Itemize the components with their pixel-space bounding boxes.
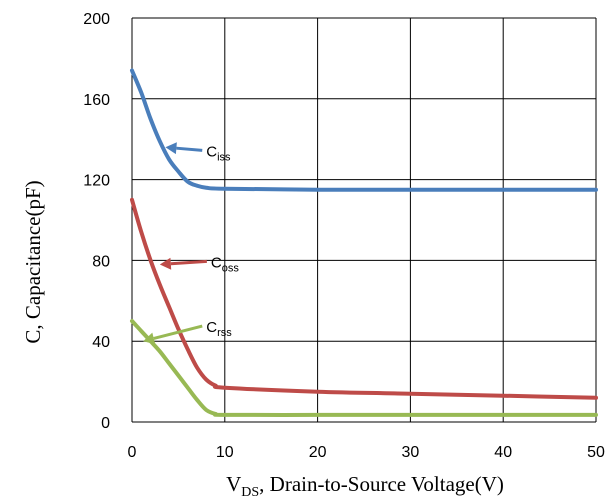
annotation-arrowhead-coss bbox=[159, 257, 172, 270]
x-tick-label: 20 bbox=[309, 444, 327, 461]
annotation-arrowhead-ciss bbox=[165, 142, 177, 155]
annotation-label-main: C bbox=[206, 143, 217, 160]
x-axis-label-main: V bbox=[226, 472, 241, 496]
annotation-label-main: C bbox=[206, 319, 217, 336]
x-axis-label: VDS, Drain-to-Source Voltage(V) bbox=[226, 472, 504, 497]
annotation-label-sub: oss bbox=[222, 262, 240, 274]
annotation-arrow-ciss bbox=[176, 146, 203, 152]
annotation-label-sub: iss bbox=[217, 151, 231, 163]
x-tick-label: 40 bbox=[494, 444, 512, 461]
x-axis-label-rest: , Drain-to-Source Voltage(V) bbox=[259, 472, 504, 496]
y-axis-label: C, Capacitance(pF) bbox=[21, 180, 45, 343]
y-tick-label: 200 bbox=[83, 11, 110, 28]
series-line-coss bbox=[130, 197, 598, 400]
series-line-ciss bbox=[130, 68, 598, 192]
y-tick-label: 160 bbox=[83, 92, 110, 109]
x-axis-label-sub: DS bbox=[241, 485, 259, 497]
annotation-label-coss: Coss bbox=[211, 254, 239, 274]
tick-labels: 0 40 80 120 160 200 0 10 20 30 40 50 bbox=[83, 11, 605, 461]
x-tick-label: 10 bbox=[216, 444, 234, 461]
y-tick-label: 120 bbox=[83, 173, 110, 190]
x-tick-label: 30 bbox=[402, 444, 420, 461]
annotation-label-ciss: Ciss bbox=[206, 143, 231, 163]
x-tick-label: 0 bbox=[128, 444, 137, 461]
y-tick-label: 0 bbox=[101, 415, 110, 432]
annotation-arrowhead-crss bbox=[143, 332, 156, 345]
annotation-label-crss: Crss bbox=[206, 319, 232, 339]
annotation-arrow-coss bbox=[170, 259, 207, 266]
grid-lines bbox=[131, 17, 597, 423]
annotation-arrow-crss bbox=[153, 324, 203, 340]
x-tick-label: 50 bbox=[587, 444, 605, 461]
annotation-label-main: C bbox=[211, 254, 222, 271]
annotation-label-sub: rss bbox=[217, 327, 232, 339]
series-line-crss bbox=[130, 319, 598, 417]
y-tick-label: 40 bbox=[92, 334, 110, 351]
y-tick-label: 80 bbox=[92, 253, 110, 270]
series-lines bbox=[130, 68, 598, 417]
